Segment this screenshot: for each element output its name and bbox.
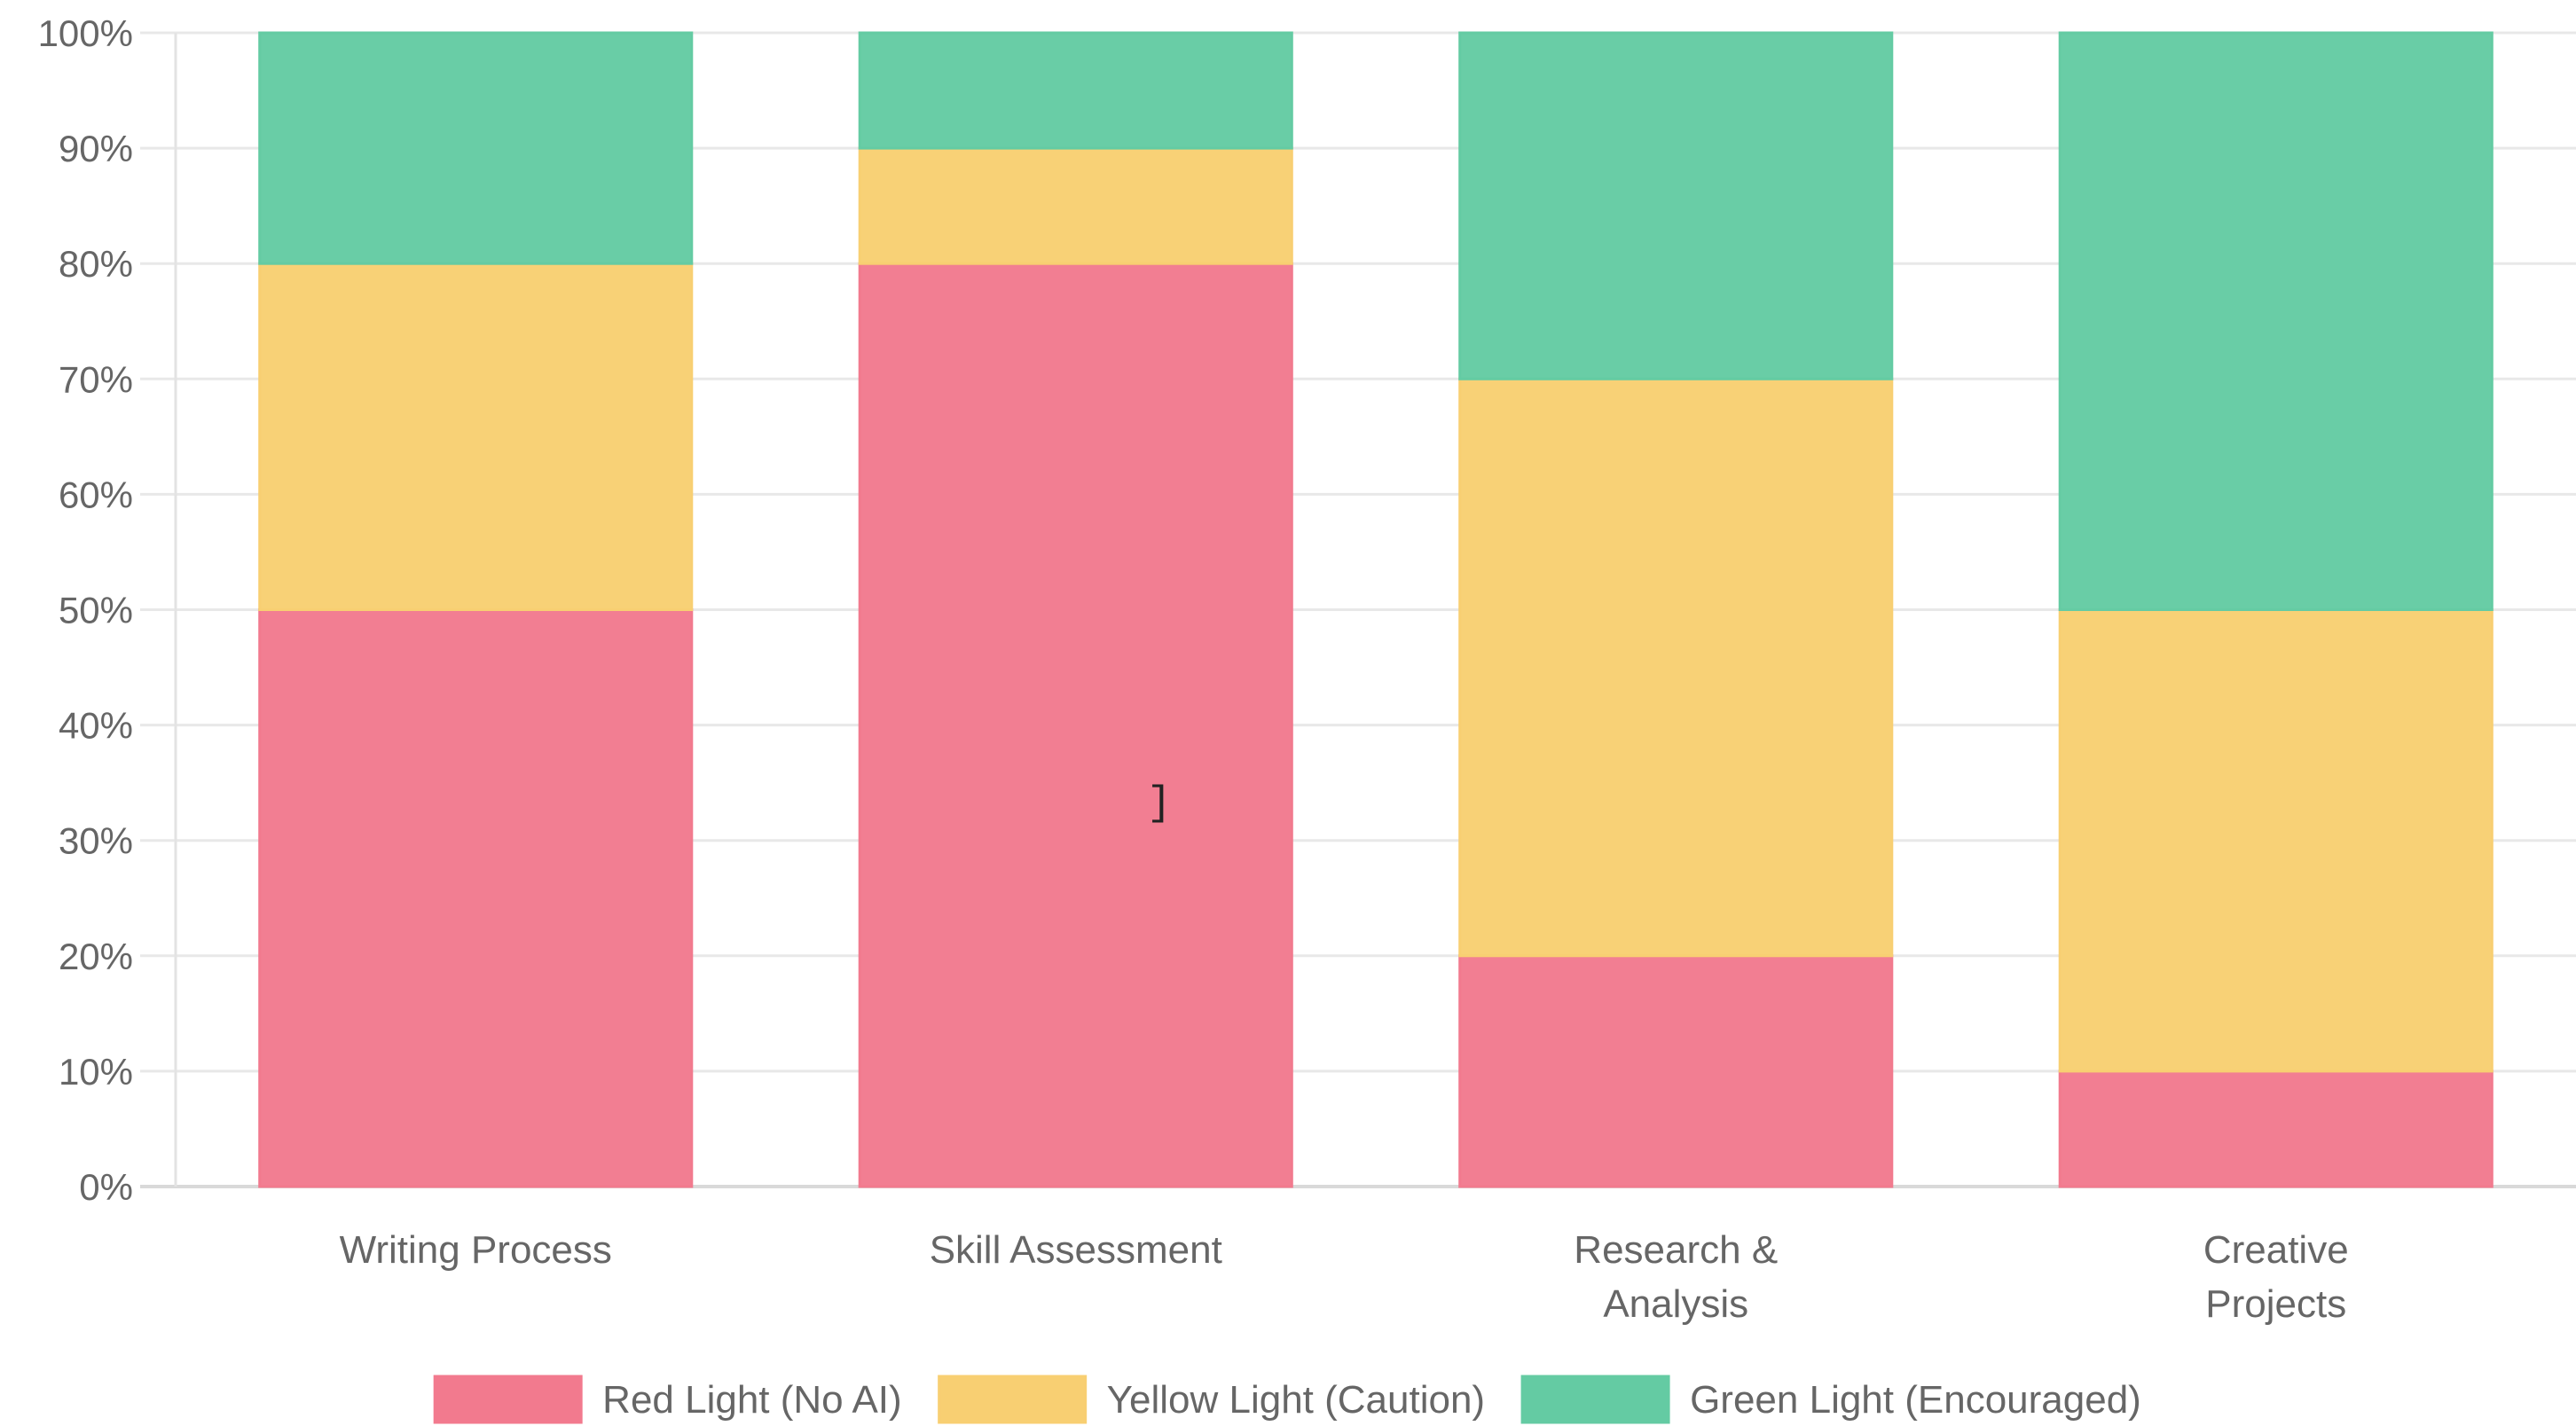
y-tick-label: 90% [59, 128, 133, 169]
y-tick-label: 0% [79, 1166, 133, 1208]
bar-segment-yellow-4 [2058, 608, 2494, 1073]
bar-segment-yellow-1 [258, 262, 694, 611]
x-category-label: Analysis [1603, 1282, 1748, 1326]
y-tick-label: 40% [59, 705, 133, 747]
legend-label: Red Light (No AI) [602, 1378, 902, 1422]
bar-segment-green-2 [858, 31, 1293, 150]
y-tick-label: 100% [38, 12, 133, 54]
legend-swatch-green [1520, 1375, 1670, 1424]
x-category-label: Research & [1574, 1228, 1778, 1272]
y-tick-label: 50% [59, 590, 133, 631]
bar-segment-green-1 [258, 31, 694, 265]
legend-label: Green Light (Encouraged) [1690, 1378, 2141, 1422]
bar-segment-green-4 [2058, 31, 2494, 611]
y-tick-label: 60% [59, 474, 133, 515]
y-tick-label: 30% [59, 820, 133, 862]
y-tick-label: 20% [59, 936, 133, 977]
y-axis-tick-labels: 0% 10% 20% 30% 40% 50% 60% 70% 80% 90% 100% [38, 12, 133, 1208]
bar-segment-red-2 [858, 262, 1293, 1188]
legend-swatch-yellow [938, 1375, 1088, 1424]
bar-segment-yellow-3 [1458, 377, 1894, 958]
x-category-label: Creative [2203, 1228, 2349, 1272]
bar-segment-red-4 [2058, 1070, 2494, 1188]
y-tick-label: 80% [59, 243, 133, 285]
y-tick-label: 70% [59, 358, 133, 400]
legend-label: Yellow Light (Caution) [1107, 1378, 1485, 1422]
x-axis-category-labels: Writing Process Skill Assessment Research … [340, 1228, 2349, 1326]
y-tick-label: 10% [59, 1051, 133, 1093]
x-category-label: Writing Process [340, 1228, 612, 1272]
x-category-label: Skill Assessment [930, 1228, 1222, 1272]
bar-segment-green-3 [1458, 31, 1894, 380]
bar-segment-red-3 [1458, 954, 1894, 1188]
legend-swatch-red [433, 1375, 583, 1424]
text-cursor-icon: ] [1147, 780, 1172, 827]
bar-segment-yellow-2 [858, 146, 1293, 265]
x-category-label: Projects [2205, 1282, 2346, 1326]
legend: Red Light (No AI) Yellow Light (Caution) G… [433, 1375, 2141, 1424]
bar-segment-red-1 [258, 608, 694, 1188]
bar-segments [258, 31, 2494, 1188]
